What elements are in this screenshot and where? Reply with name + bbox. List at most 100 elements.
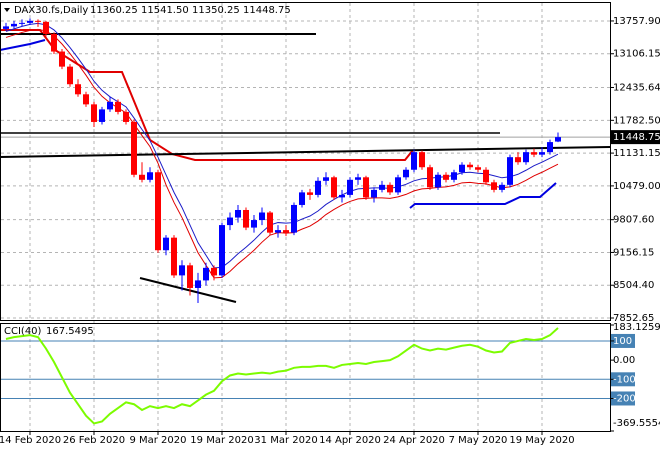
y-tick-label: 0.00: [613, 355, 635, 366]
y-tick-label: 8504.40: [613, 280, 654, 291]
candle-body: [123, 111, 129, 122]
candle-body: [507, 157, 513, 185]
y-tick-label: 12435.64: [613, 82, 660, 93]
candle-body: [131, 121, 137, 175]
candle-body: [155, 172, 161, 251]
candle-body: [475, 167, 481, 170]
x-tick-label: 31 Mar 2020: [254, 435, 317, 446]
candle-body: [75, 84, 81, 95]
x-tick-label: 19 May 2020: [509, 435, 574, 446]
candle-body: [515, 157, 521, 163]
menu-arrow[interactable]: [4, 8, 10, 12]
candle-body: [227, 217, 233, 226]
main-frame: [0, 2, 611, 321]
level-box: [611, 333, 635, 348]
candle-body: [219, 225, 225, 276]
x-tick-label: 26 Feb 2020: [63, 435, 125, 446]
cci-frame: [0, 323, 611, 432]
candle-body: [443, 174, 449, 180]
candle-body: [235, 209, 241, 218]
candle-body: [539, 152, 545, 155]
cci-title: CCI(40): [4, 326, 42, 337]
candle-body: [435, 174, 441, 188]
chart-title: DAX30.fs,Daily: [14, 5, 88, 16]
candle-body: [523, 152, 529, 163]
x-tick-label: 9 Mar 2020: [129, 435, 186, 446]
candle-body: [147, 172, 153, 180]
candle-body: [547, 142, 553, 153]
candle-body: [387, 184, 393, 193]
trendline: [139, 277, 237, 303]
x-tick-label: 14 Feb 2020: [0, 435, 61, 446]
candle-body: [555, 137, 561, 142]
candle-body: [291, 204, 297, 233]
blue-step-line: [409, 182, 557, 209]
candle-body: [331, 177, 337, 198]
moving-average: [5, 28, 559, 279]
candle-body: [451, 172, 457, 180]
candle-body: [459, 164, 465, 173]
candle-body: [211, 267, 217, 276]
marks: [3, 18, 561, 425]
level-box: [611, 372, 635, 387]
cci-last: 167.5495: [46, 326, 94, 337]
candle-body: [275, 230, 281, 233]
y-tick-label: 13106.15: [613, 49, 660, 60]
candle-body: [491, 182, 497, 190]
candle-body: [19, 22, 25, 24]
candle-body: [395, 177, 401, 193]
candle-body: [419, 152, 425, 168]
candle-body: [347, 179, 353, 195]
candle-body: [243, 209, 249, 228]
candle-body: [179, 265, 185, 276]
candle-body: [35, 20, 41, 22]
current-price-label: 11448.75: [613, 132, 660, 143]
candle-body: [339, 194, 345, 198]
x-tick-label: 19 Mar 2020: [190, 435, 253, 446]
candle-body: [27, 20, 33, 23]
y-tick-label: 9807.60: [613, 215, 654, 226]
candle-body: [43, 21, 49, 34]
candle-body: [363, 177, 369, 198]
header-close: 11448.75: [243, 5, 291, 16]
header-open: 11360.25: [90, 5, 138, 16]
candle-body: [323, 177, 329, 181]
y-limit-label: 183.1259: [613, 322, 660, 333]
y-tick-label: 100: [613, 336, 632, 347]
level-box: [611, 391, 635, 406]
y-tick-label: 11131.15: [613, 148, 660, 159]
candle-body: [99, 109, 105, 122]
candle-body: [67, 66, 73, 85]
candle-body: [171, 237, 177, 276]
candle-body: [355, 177, 361, 180]
candle-body: [91, 104, 97, 122]
grid: [1, 3, 610, 431]
candle-body: [483, 169, 489, 183]
y-tick-label: -100: [613, 374, 636, 385]
candle-body: [251, 220, 257, 228]
header-low: 11350.25: [192, 5, 240, 16]
x-tick-label: 14 Apr 2020: [319, 435, 381, 446]
candle-body: [11, 23, 17, 27]
candle-body: [307, 192, 313, 195]
x-tick-label: 24 Apr 2020: [383, 435, 445, 446]
y-tick-label: 11782.50: [613, 115, 660, 126]
candle-body: [411, 152, 417, 170]
header-high: 11541.50: [141, 5, 189, 16]
candle-body: [3, 26, 9, 29]
candle-body: [531, 152, 537, 155]
candle-body: [403, 169, 409, 178]
current-price-box: [610, 130, 660, 145]
trendline: [0, 146, 611, 158]
candle-body: [259, 212, 265, 221]
candle-body: [315, 180, 321, 195]
y-tick-label: 9156.15: [613, 247, 654, 258]
candle-body: [51, 33, 57, 52]
candle-body: [107, 101, 113, 110]
y-tick-label: 10479.00: [613, 181, 660, 192]
y-tick-label: 13757.90: [613, 16, 660, 27]
y-tick-label: 7852.65: [613, 313, 654, 324]
x-tick-label: 7 May 2020: [449, 435, 508, 446]
